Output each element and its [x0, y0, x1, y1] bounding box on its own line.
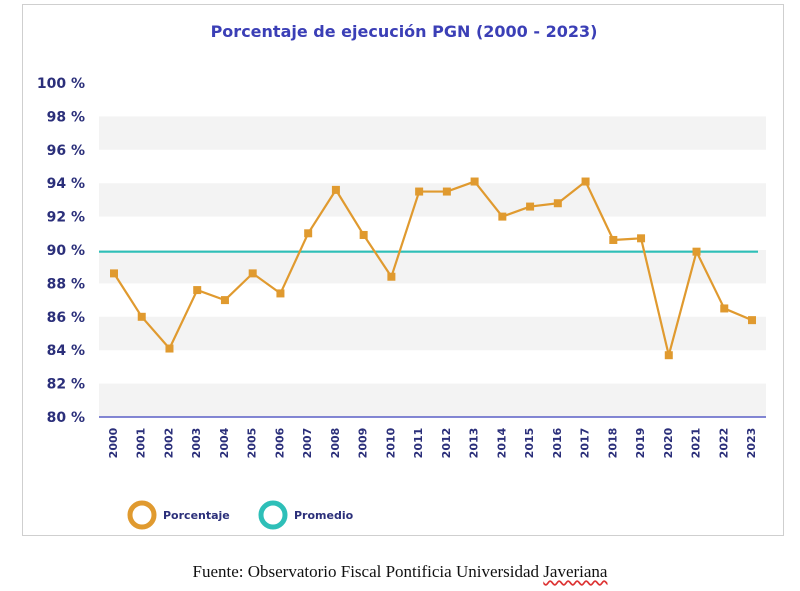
- data-point: [692, 247, 701, 256]
- data-point: [359, 230, 368, 239]
- y-tick-label: 86 %: [47, 310, 85, 326]
- x-tick-label: 2021: [690, 428, 703, 459]
- x-tick-label: 2020: [662, 427, 675, 458]
- y-tick-label: 84 %: [47, 343, 85, 359]
- x-tick-label: 2012: [440, 428, 453, 459]
- data-point: [609, 235, 618, 244]
- x-tick-label: 2014: [495, 427, 508, 458]
- data-point: [526, 202, 535, 211]
- x-tick-label: 2004: [218, 427, 231, 458]
- y-tick-label: 90 %: [47, 243, 85, 259]
- data-point: [637, 234, 646, 243]
- y-tick-label: 80 %: [47, 410, 85, 426]
- x-tick-label: 2019: [634, 428, 647, 459]
- data-point: [498, 212, 507, 221]
- data-point: [137, 312, 146, 321]
- data-point: [581, 177, 590, 186]
- data-point: [165, 344, 174, 353]
- y-tick-label: 100 %: [37, 76, 85, 92]
- y-tick-label: 94 %: [47, 176, 85, 192]
- x-tick-label: 2003: [190, 428, 203, 459]
- x-tick-label: 2022: [717, 428, 730, 459]
- data-point: [748, 316, 756, 325]
- data-point: [720, 304, 729, 313]
- x-tick-label: 2017: [579, 428, 592, 459]
- data-point: [304, 229, 313, 238]
- data-point: [415, 187, 424, 196]
- legend-marker-promedio: [258, 500, 288, 530]
- legend-label-porcentaje: Porcentaje: [163, 509, 230, 522]
- x-tick-label: 2013: [468, 428, 481, 459]
- data-point: [276, 289, 285, 298]
- line-chart: Porcentaje de ejecución PGN (2000 - 2023…: [37, 22, 766, 530]
- legend-marker-porcentaje: [127, 500, 157, 530]
- data-point: [664, 351, 673, 360]
- x-tick-label: 2000: [107, 427, 120, 458]
- data-point: [248, 269, 257, 278]
- x-tick-label: 2001: [135, 428, 148, 459]
- chart-title: Porcentaje de ejecución PGN (2000 - 2023…: [211, 22, 598, 41]
- y-tick-label: 92 %: [47, 210, 85, 226]
- caption-prefix: Fuente: Observatorio Fiscal Pontificia U…: [192, 562, 544, 581]
- x-tick-label: 2015: [523, 428, 536, 459]
- grid-band: [99, 383, 766, 417]
- data-point: [331, 185, 340, 194]
- x-tick-label: 2018: [606, 428, 619, 459]
- x-tick-label: 2005: [246, 428, 259, 459]
- x-tick-label: 2002: [162, 428, 175, 459]
- x-tick-label: 2023: [745, 428, 758, 459]
- y-tick-label: 98 %: [47, 109, 85, 125]
- data-point: [387, 272, 396, 281]
- caption-flagged-word: Javeriana: [543, 562, 608, 581]
- data-point: [220, 296, 229, 305]
- y-tick-label: 88 %: [47, 276, 85, 292]
- x-tick-label: 2007: [301, 428, 314, 459]
- grid-band: [99, 183, 766, 217]
- data-point: [442, 187, 451, 196]
- source-caption: Fuente: Observatorio Fiscal Pontificia U…: [0, 562, 800, 582]
- grid-band: [99, 116, 766, 150]
- grid-band: [99, 316, 766, 351]
- data-point: [470, 177, 479, 186]
- x-tick-label: 2009: [357, 428, 370, 459]
- x-tick-label: 2010: [384, 427, 397, 458]
- x-tick-label: 2008: [329, 428, 342, 459]
- y-tick-label: 82 %: [47, 377, 85, 393]
- series-line-porcentaje: [113, 180, 753, 357]
- x-tick-label: 2006: [273, 427, 286, 458]
- data-point: [193, 286, 202, 295]
- chart-frame: Porcentaje de ejecución PGN (2000 - 2023…: [22, 4, 784, 536]
- y-tick-label: 96 %: [47, 143, 85, 159]
- grid-band: [99, 250, 766, 284]
- x-tick-label: 2016: [551, 427, 564, 458]
- legend-label-promedio: Promedio: [294, 509, 354, 522]
- data-point: [110, 269, 118, 278]
- data-point: [553, 199, 562, 208]
- x-tick-label: 2011: [412, 428, 425, 459]
